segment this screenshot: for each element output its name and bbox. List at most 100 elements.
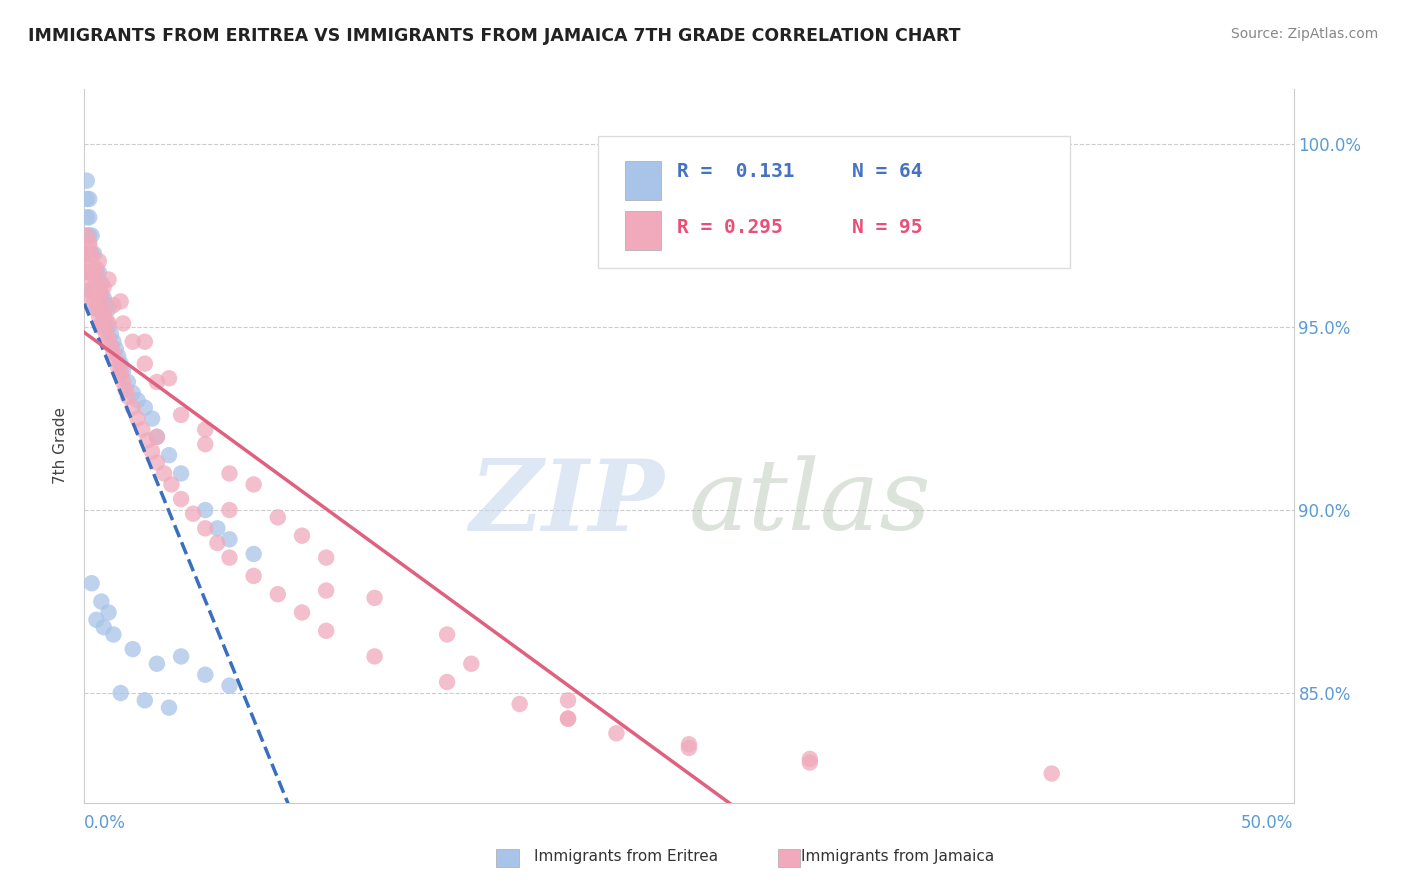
Point (146, 430, 169, 444)
Point (136, 434, 159, 448)
Point (93, 291, 115, 305)
Point (77, 284, 100, 298)
Point (93, 320, 115, 334)
Y-axis label: 7th Grade: 7th Grade (53, 408, 69, 484)
Point (80, 228, 103, 243)
Point (93, 312, 115, 326)
Point (77, 265, 100, 279)
Point (97, 301, 120, 316)
Point (110, 357, 132, 371)
Point (87, 309, 110, 323)
Point (97, 272, 120, 286)
Text: Immigrants from Jamaica: Immigrants from Jamaica (801, 849, 994, 863)
Point (146, 657, 169, 671)
Point (363, 591, 385, 605)
Point (134, 693, 156, 707)
Point (170, 408, 193, 422)
Point (97, 317, 120, 331)
Point (1040, 766, 1063, 780)
Point (90, 320, 112, 334)
Point (207, 536, 229, 550)
Point (134, 357, 156, 371)
Point (77, 211, 100, 225)
Text: 50.0%: 50.0% (1241, 814, 1294, 831)
Point (112, 317, 135, 331)
Point (90, 276, 112, 290)
Point (170, 467, 193, 481)
Point (87, 301, 110, 316)
Point (436, 675, 458, 690)
Point (157, 448, 180, 462)
Point (93, 305, 115, 319)
Point (87, 294, 110, 309)
Point (181, 507, 204, 521)
Point (94, 298, 117, 312)
Point (218, 533, 240, 547)
Point (76, 228, 98, 243)
Point (76, 247, 98, 261)
Point (131, 423, 153, 437)
Point (83, 265, 105, 279)
Point (121, 386, 143, 401)
Point (80, 265, 103, 279)
Point (90, 301, 112, 316)
Point (315, 624, 337, 638)
Point (146, 455, 169, 469)
Point (80, 291, 103, 305)
Point (76, 247, 98, 261)
Point (207, 521, 229, 535)
Point (86, 272, 108, 286)
Point (80, 247, 103, 261)
Point (121, 401, 143, 415)
Point (678, 737, 700, 751)
Point (103, 627, 125, 641)
Point (170, 491, 193, 506)
Point (93, 280, 115, 294)
Point (291, 529, 314, 543)
Point (83, 247, 105, 261)
Point (242, 569, 264, 583)
Point (509, 697, 531, 711)
Point (77, 228, 100, 243)
Point (127, 411, 149, 425)
Point (363, 649, 385, 664)
Point (170, 649, 193, 664)
Point (107, 349, 129, 363)
Point (87, 254, 110, 268)
Point (141, 444, 163, 458)
Point (157, 371, 180, 385)
Point (94, 320, 117, 334)
Point (103, 334, 125, 349)
Point (114, 382, 136, 396)
Point (86, 301, 108, 316)
Point (218, 550, 240, 565)
Point (160, 477, 183, 491)
Text: ZIP: ZIP (470, 455, 665, 551)
Point (557, 712, 579, 726)
Point (218, 679, 240, 693)
Point (121, 334, 143, 349)
Point (76, 192, 98, 206)
Text: N = 64: N = 64 (852, 162, 922, 181)
Point (80, 247, 103, 261)
Point (218, 503, 240, 517)
Point (110, 686, 132, 700)
Point (121, 642, 143, 657)
Point (104, 353, 127, 368)
Point (83, 284, 105, 298)
Point (146, 430, 169, 444)
Point (157, 700, 180, 714)
Point (90, 291, 112, 305)
Point (87, 284, 110, 298)
Point (110, 364, 132, 378)
Point (134, 401, 156, 415)
Text: Source: ZipAtlas.com: Source: ZipAtlas.com (1230, 27, 1378, 41)
Point (80, 272, 103, 286)
Point (87, 265, 110, 279)
Point (83, 294, 105, 309)
Text: Immigrants from Eritrea: Immigrants from Eritrea (534, 849, 718, 863)
Point (90, 301, 112, 316)
Point (100, 327, 122, 342)
FancyBboxPatch shape (624, 211, 661, 250)
Point (97, 331, 120, 345)
